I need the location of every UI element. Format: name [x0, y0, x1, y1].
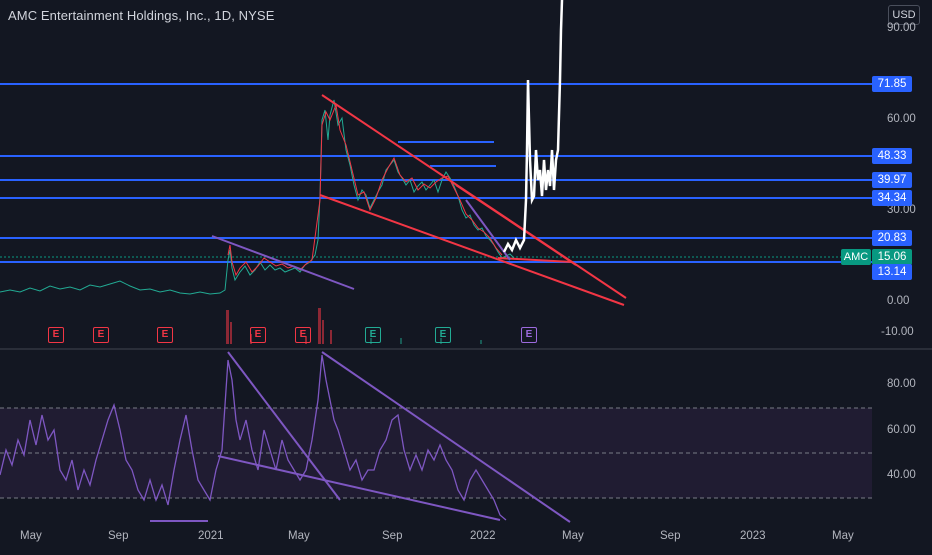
chart-title: AMC Entertainment Holdings, Inc., 1D, NY…	[8, 8, 275, 23]
currency-button[interactable]: USD	[888, 5, 920, 25]
price-tag[interactable]: 71.85	[872, 76, 912, 92]
projection-path[interactable]	[502, 0, 564, 253]
time-label: Sep	[382, 530, 403, 542]
price-tick: 0.00	[887, 295, 910, 307]
earnings-marker[interactable]: E	[250, 327, 266, 343]
price-tick: 60.00	[887, 113, 916, 125]
rsi-trendline-3[interactable]	[321, 351, 571, 523]
time-label: May	[832, 530, 854, 542]
inner-red-line-2[interactable]	[497, 257, 573, 263]
time-label: Sep	[108, 530, 129, 542]
rsi-trendline-1[interactable]	[227, 351, 341, 501]
current-price-tag[interactable]: 15.06	[872, 249, 912, 265]
rsi-tick: 60.00	[887, 424, 916, 436]
purple-trendline-price[interactable]	[211, 235, 355, 290]
time-label: 2023	[740, 530, 766, 542]
earnings-marker[interactable]: E	[157, 327, 173, 343]
earnings-marker[interactable]: E	[295, 327, 311, 343]
time-label: May	[288, 530, 310, 542]
earnings-marker[interactable]: E	[365, 327, 381, 343]
volume-bars-teal	[370, 338, 482, 344]
time-label: May	[20, 530, 42, 542]
price-tag[interactable]: 48.33	[872, 148, 912, 164]
rsi-trendline-2[interactable]	[217, 455, 501, 521]
price-tick: 30.00	[887, 204, 916, 216]
rsi-line	[0, 354, 507, 521]
earnings-marker[interactable]: E	[435, 327, 451, 343]
volume-bars	[226, 308, 332, 344]
inner-red-line[interactable]	[455, 184, 577, 266]
earnings-marker[interactable]: E	[48, 327, 64, 343]
price-tag[interactable]: 39.97	[872, 172, 912, 188]
rsi-tick: 80.00	[887, 378, 916, 390]
time-label: 2022	[470, 530, 496, 542]
price-series-red	[227, 103, 503, 277]
purple-trendline-price-2[interactable]	[465, 199, 511, 261]
time-label: 2021	[198, 530, 224, 542]
price-tick: 90.00	[887, 22, 916, 34]
price-tag[interactable]: 34.34	[872, 190, 912, 206]
earnings-marker[interactable]: E	[93, 327, 109, 343]
price-tick: -10.00	[881, 326, 914, 338]
time-label: May	[562, 530, 584, 542]
price-tag[interactable]: 13.14	[872, 264, 912, 280]
price-tag[interactable]: 20.83	[872, 230, 912, 246]
rsi-tick: 40.00	[887, 469, 916, 481]
wedge-lower-red[interactable]	[319, 194, 625, 306]
symbol-tag: AMC	[841, 249, 871, 265]
price-series	[0, 99, 515, 295]
time-label: Sep	[660, 530, 681, 542]
earnings-marker[interactable]: E	[521, 327, 537, 343]
